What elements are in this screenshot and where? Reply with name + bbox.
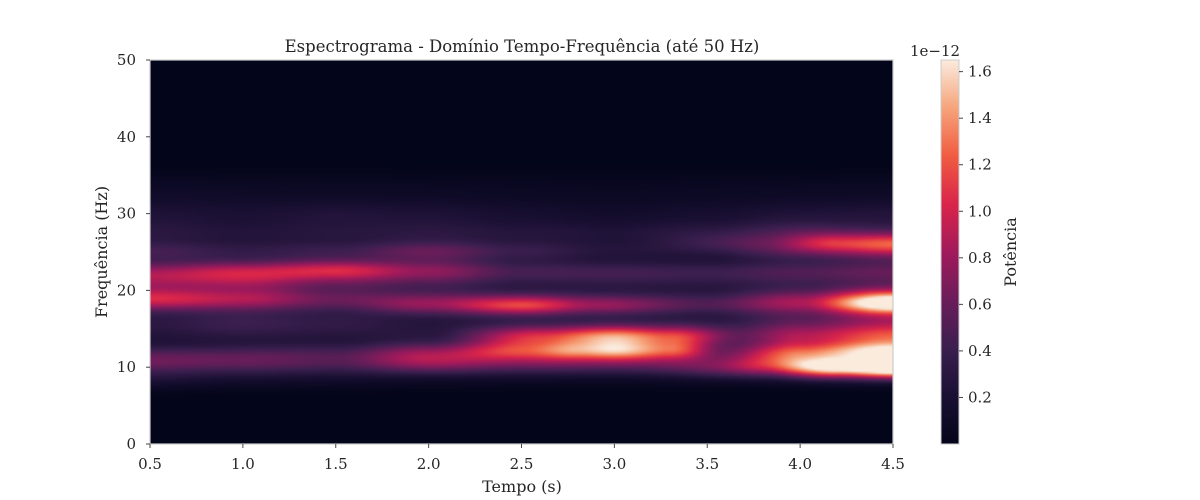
y-axis-label: Frequência (Hz) — [92, 186, 111, 318]
x-tick-label: 4.5 — [881, 455, 905, 473]
colorbar-tick-label: 0.4 — [968, 342, 992, 360]
y-tick-label: 0 — [126, 435, 136, 453]
y-tick-label: 30 — [117, 205, 136, 223]
colorbar: 0.2 0.4 0.6 0.8 1.0 1.2 1.4 1.6 1e−12 Potência — [910, 42, 1020, 445]
spectrogram-heatmap — [150, 60, 893, 444]
colorbar-tick-label: 1.6 — [968, 63, 992, 81]
x-tick-label: 1.5 — [324, 455, 348, 473]
y-axis: 0 10 20 30 40 50 — [117, 51, 150, 453]
chart-title: Espectrograma - Domínio Tempo-Frequência… — [285, 37, 760, 56]
colorbar-tick-label: 1.0 — [968, 202, 992, 220]
x-tick-label: 4.0 — [788, 455, 812, 473]
plot-area — [149, 59, 894, 445]
colorbar-offset-text: 1e−12 — [910, 42, 960, 60]
colorbar-tick-label: 0.2 — [968, 388, 992, 406]
x-tick-label: 2.5 — [510, 455, 534, 473]
colorbar-tick-label: 1.4 — [968, 109, 992, 127]
colorbar-label: Potência — [1001, 217, 1020, 287]
colorbar-tick-label: 0.6 — [968, 295, 992, 313]
x-axis: 0.5 1.0 1.5 2.0 2.5 3.0 3.5 4.0 4.5 — [138, 444, 905, 473]
x-tick-label: 3.5 — [695, 455, 719, 473]
y-tick-label: 40 — [117, 128, 136, 146]
y-tick-label: 10 — [117, 358, 136, 376]
y-tick-label: 50 — [117, 51, 136, 69]
colorbar-ticks: 0.2 0.4 0.6 0.8 1.0 1.2 1.4 1.6 — [959, 63, 992, 406]
y-tick-label: 20 — [117, 281, 136, 299]
colorbar-tick-label: 1.2 — [968, 156, 992, 174]
colorbar-tick-label: 0.8 — [968, 249, 992, 267]
x-tick-label: 2.0 — [417, 455, 441, 473]
colorbar-gradient — [940, 59, 960, 445]
x-tick-label: 1.0 — [231, 455, 255, 473]
x-axis-label: Tempo (s) — [482, 477, 562, 496]
x-tick-label: 3.0 — [602, 455, 626, 473]
x-tick-label: 0.5 — [138, 455, 162, 473]
